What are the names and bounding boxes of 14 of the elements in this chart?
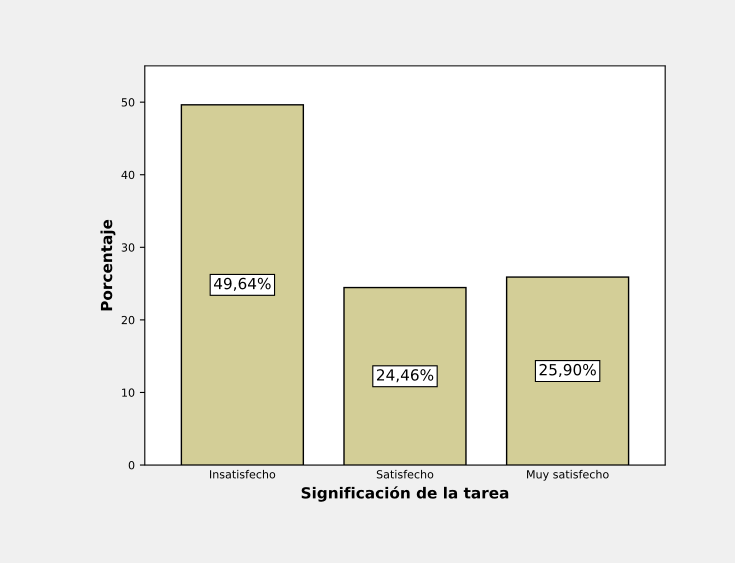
data-label: 24,46% (376, 369, 434, 382)
data-label: 25,90% (540, 364, 596, 378)
y-tick-label: 40 (121, 170, 134, 180)
x-tick-label: Insatisfecho (210, 470, 276, 478)
x-tick-label: Muy satisfecho (527, 470, 609, 481)
y-tick-label: 10 (122, 388, 134, 397)
x-axis-title: Significación de la tarea (302, 486, 508, 502)
y-tick-label: 30 (122, 243, 134, 252)
x-tick-label: Satisfecho (376, 470, 434, 478)
data-label: 49,64% (214, 278, 271, 291)
y-tick-label: 20 (122, 316, 134, 324)
y-tick-label: 50 (122, 98, 134, 107)
y-axis-title: Porcentaje (100, 220, 116, 310)
y-tick-label: 0 (128, 461, 134, 470)
